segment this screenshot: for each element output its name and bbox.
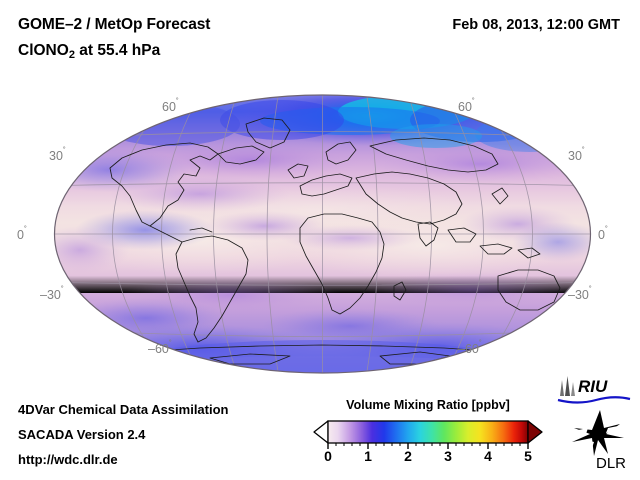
dlr-mark-icon (572, 410, 624, 456)
riu-logo: RIU (557, 376, 631, 404)
colorbar-tick-label-4: 4 (484, 448, 492, 464)
colorbar-tick-label-1: 1 (364, 448, 372, 464)
colorbar-tick-label-0: 0 (324, 448, 332, 464)
lat-label-right-minus60: –60˚ (458, 339, 482, 357)
species-level: at 55.4 hPa (74, 42, 161, 59)
lat-label-left-30: 30˚ (49, 146, 66, 164)
footer-version: SACADA Version 2.4 (18, 427, 146, 442)
colorbar-over-arrow (527, 420, 543, 444)
forecast-datetime: Feb 08, 2013, 12:00 GMT (452, 17, 620, 33)
mollweide-map-svg (53, 94, 592, 374)
world-map: 60˚ 30˚ 0˚ –30˚ –60˚ 60˚ 30˚ 0˚ –30˚ –60… (17, 90, 608, 378)
lat-label-right-0: 0˚ (598, 225, 608, 243)
footer-method: 4DVar Chemical Data Assimilation (18, 402, 229, 417)
colorbar-tick-label-3: 3 (444, 448, 452, 464)
colorbar-ticks (327, 443, 529, 449)
footer-url[interactable]: http://wdc.dlr.de (18, 452, 118, 467)
page-title: GOME–2 / MetOp Forecast (18, 16, 211, 33)
colorbar: Volume Mixing Ratio [ppbv] 0 1 2 3 4 5 (312, 398, 544, 474)
data-field (54, 95, 591, 373)
lat-label-right-minus30: –30˚ (568, 285, 592, 303)
colorbar-gradient (327, 420, 529, 444)
lat-label-right-60: 60˚ (458, 97, 475, 115)
colorbar-tick-label-5: 5 (524, 448, 532, 464)
lat-label-left-0: 0˚ (17, 225, 27, 243)
species-subtitle: ClONO2 at 55.4 hPa (18, 42, 161, 61)
lat-label-right-30: 30˚ (568, 146, 585, 164)
colorbar-svg (313, 420, 543, 449)
dlr-logo-text: DLR (596, 455, 626, 470)
globe-outline (53, 94, 592, 374)
colorbar-title: Volume Mixing Ratio [ppbv] (346, 398, 510, 412)
lat-label-left-minus60: –60˚ (148, 339, 172, 357)
species-name: ClONO (18, 42, 69, 59)
dlr-logo: DLR (572, 410, 626, 470)
colorbar-tick-label-2: 2 (404, 448, 412, 464)
riu-towers-icon (560, 376, 575, 396)
species-subscript: 2 (68, 49, 75, 61)
lat-label-left-minus30: –30˚ (40, 285, 64, 303)
colorbar-under-arrow (313, 420, 329, 444)
riu-wave-icon (557, 396, 631, 404)
lat-label-left-60: 60˚ (162, 97, 179, 115)
riu-logo-text: RIU (578, 377, 608, 396)
